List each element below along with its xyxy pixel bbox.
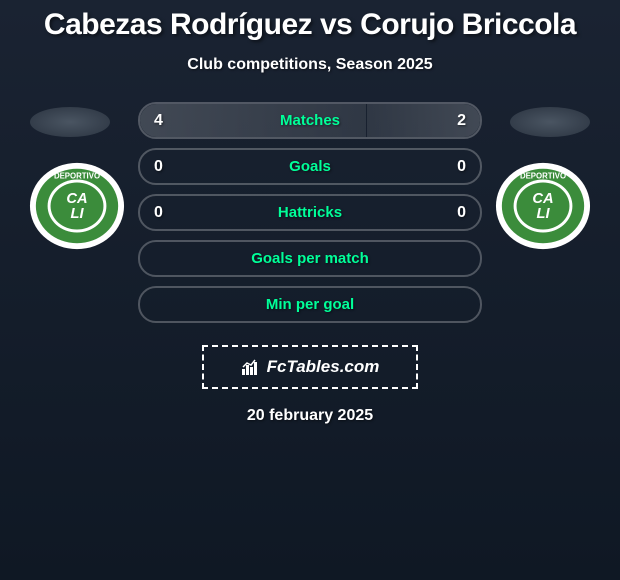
- branding-text: FcTables.com: [267, 357, 380, 377]
- stat-row: 0Goals0: [138, 148, 482, 185]
- club-badge-left: DEPORTIVO CA LI: [28, 157, 126, 255]
- svg-text:CA: CA: [66, 191, 87, 207]
- svg-text:CA: CA: [532, 191, 553, 207]
- stat-row: Min per goal: [138, 286, 482, 323]
- stat-label: Goals: [140, 158, 480, 175]
- stat-row: 0Hattricks0: [138, 194, 482, 231]
- comparison-area: DEPORTIVO CA LI 4Matches2 0Goals0 0Hattric…: [0, 102, 620, 323]
- date-label: 20 february 2025: [0, 407, 620, 425]
- stat-label: Min per goal: [140, 296, 480, 313]
- chart-icon: [241, 359, 261, 375]
- branding-box: FcTables.com: [202, 345, 418, 389]
- avatar-right: [510, 107, 590, 137]
- club-badge-right: DEPORTIVO CA LI: [494, 157, 592, 255]
- stat-label: Hattricks: [140, 204, 480, 221]
- player-left-column: DEPORTIVO CA LI: [20, 102, 130, 255]
- player-right-column: DEPORTIVO CA LI: [490, 102, 600, 255]
- stat-label: Matches: [140, 112, 480, 129]
- subtitle: Club competitions, Season 2025: [0, 56, 620, 74]
- avatar-left: [30, 107, 110, 137]
- stat-label: Goals per match: [140, 250, 480, 267]
- stat-row: 4Matches2: [138, 102, 482, 139]
- svg-text:LI: LI: [536, 206, 550, 222]
- svg-text:LI: LI: [70, 206, 84, 222]
- stats-column: 4Matches2 0Goals0 0Hattricks0 Goals per mat…: [130, 102, 490, 323]
- svg-text:DEPORTIVO: DEPORTIVO: [520, 172, 566, 181]
- page-title: Cabezas Rodríguez vs Corujo Briccola: [0, 0, 620, 42]
- svg-text:DEPORTIVO: DEPORTIVO: [54, 172, 100, 181]
- stat-row: Goals per match: [138, 240, 482, 277]
